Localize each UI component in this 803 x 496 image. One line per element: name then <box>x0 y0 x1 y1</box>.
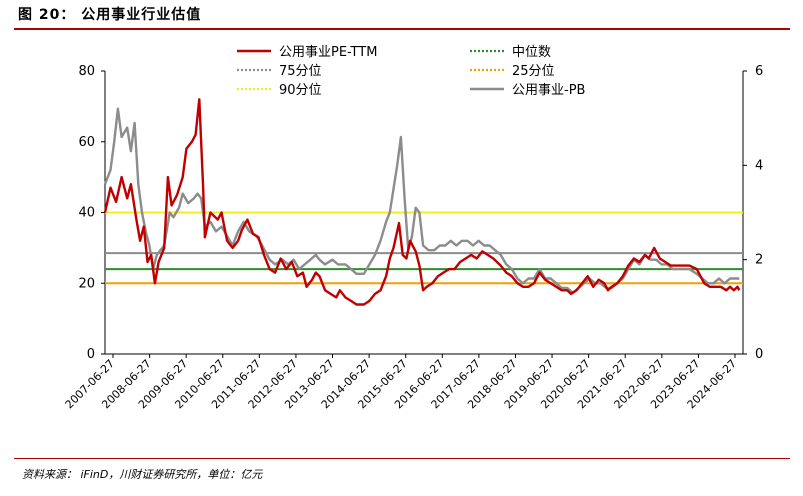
series-lines <box>103 98 741 306</box>
legend-label-25分位: 25分位 <box>512 64 555 79</box>
series-line-公用事业pe-ttm <box>103 98 741 306</box>
y-left-tick-label: 80 <box>78 64 95 79</box>
y-left-tick-label: 60 <box>78 135 95 150</box>
legend-label-90分位: 90分位 <box>279 83 322 98</box>
y-right-tick-label: 4 <box>755 158 763 173</box>
y-left-tick-label: 20 <box>78 276 95 291</box>
y-right-tick-label: 0 <box>755 347 763 362</box>
y-left-tick-label: 40 <box>78 206 95 221</box>
source-note: 资料来源： iFinD，川财证券研究所，单位：亿元 <box>22 468 263 481</box>
reference-lines <box>105 211 743 285</box>
legend-label-公用事业pe-ttm: 公用事业PE-TTM <box>279 45 377 60</box>
figure-title: 图 20： 公用事业行业估值 <box>18 7 202 23</box>
y-right-tick-label: 6 <box>755 64 763 79</box>
y-right-tick-label: 2 <box>755 253 763 268</box>
chart-legend: 公用事业PE-TTM 中位数 75分位 25分位 90分位 公用事业-PB <box>237 45 585 98</box>
y-left-tick-label: 0 <box>87 347 95 362</box>
legend-label-75分位: 75分位 <box>279 64 322 79</box>
legend-label-中位数: 中位数 <box>512 45 551 60</box>
footer-divider <box>14 458 790 459</box>
legend-label-公用事业-pb: 公用事业-PB <box>512 83 585 98</box>
title-divider <box>14 28 790 30</box>
chart-axes: 02040608002462007-06-272008-06-272009-06… <box>63 64 764 411</box>
